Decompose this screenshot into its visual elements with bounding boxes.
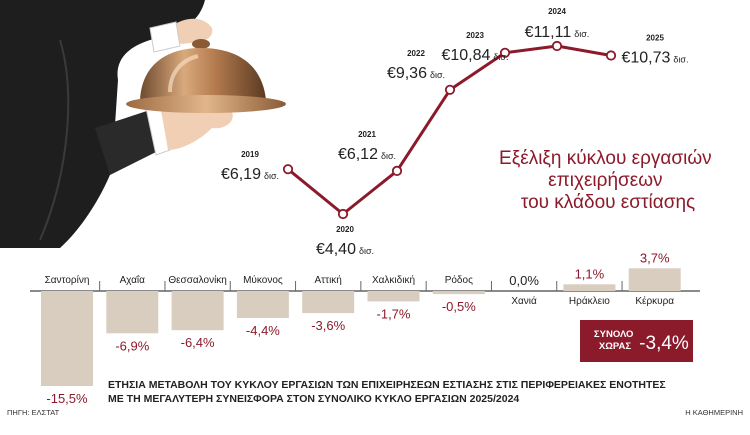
line-year-label-2022: 2022 [407,49,425,58]
bar-category-label: Ηράκλειο [569,295,610,307]
bar-Αχαΐα [106,291,159,334]
bar-Ηράκλειο [563,284,616,291]
serving-tray [126,95,286,113]
line-value-amount: €6,12 [338,146,378,163]
line-value-unit: δισ. [493,52,508,62]
waiter-jacket [0,0,205,248]
cloche-highlight [168,54,199,93]
bar-value-label: 1,1% [575,266,605,281]
waiter-hand-lower [160,101,233,150]
bar-value-label: -6,4% [181,335,215,350]
line-value-label-2023: €10,84 δισ. [441,47,508,64]
line-value-amount: €10,84 [441,47,490,64]
line-value-unit: δισ. [359,246,374,256]
waiter-cloche-illustration [0,0,286,248]
bar-Θεσσαλονίκη [171,291,224,331]
country-total-label-line-2: ΧΩΡΑΣ [599,341,631,352]
line-year-label-2021: 2021 [358,130,376,139]
bar-Μύκονος [236,291,289,318]
waiter-sleeve [95,110,160,175]
line-point-2025 [605,50,617,61]
bar-category-label: Θεσσαλονίκη [168,274,227,286]
line-value-label-2020: €4,40 δισ. [316,241,374,258]
country-total-badge: ΣΥΝΟΛΟ ΧΩΡΑΣ -3,4% [580,320,693,362]
source-note: ΠΗΓΗ: ΕΛΣΤΑΤ [7,408,60,417]
bar-category-label: Μύκονος [243,274,283,286]
bar-Ρόδος [432,291,485,295]
line-point-2022 [444,84,456,95]
line-value-label-2024: €11,11 δισ. [525,24,590,41]
line-year-label-2020: 2020 [336,225,354,234]
waiter-hand-upper [171,18,213,44]
country-total-value: -3,4% [639,333,689,354]
bar-category-label: Ρόδος [445,274,473,286]
line-value-amount: €4,40 [316,241,356,258]
bar-category-label: Σαντορίνη [45,274,90,286]
line-point-2024 [551,40,563,52]
bar-value-label: -4,4% [246,323,280,338]
line-year-label-2024: 2024 [548,7,566,16]
line-year-label-2019: 2019 [241,150,259,159]
bar-value-label: -0,5% [442,299,476,314]
line-value-unit: δισ. [574,29,589,39]
line-chart-title: Εξέλιξη κύκλου εργασιών επιχειρήσεων του… [499,148,717,213]
bar-Κέρκυρα [628,268,681,291]
line-chart-title-line-1: Εξέλιξη κύκλου εργασιών [499,148,712,169]
line-year-label-2025: 2025 [646,34,664,43]
waiter-jacket-fold [39,39,70,241]
line-value-label-2021: €6,12 δισ. [338,146,396,163]
cloche-dome [140,48,266,100]
country-total-label: ΣΥΝΟΛΟ ΧΩΡΑΣ [594,329,636,352]
cloche-handle [192,39,210,49]
country-total-box [580,320,693,362]
line-value-label-2019: €6,19 δισ. [221,166,279,183]
line-value-amount: €11,11 [525,24,572,41]
bar-Σαντορίνη [41,291,93,386]
bar-value-label: -6,9% [115,338,149,353]
line-value-amount: €6,19 [221,166,261,183]
bar-value-label: 3,7% [640,250,670,265]
bar-category-label: Αχαΐα [120,274,145,286]
waiter-upper-cuff [149,21,181,53]
bar-chart-title-line-2: ΜΕ ΤΗ ΜΕΓΑΛΥΤΕΡΗ ΣΥΝΕΙΣΦΟΡΑ ΣΤΟΝ ΣΥΝΟΛΙΚ… [108,393,519,405]
line-point-2023 [499,47,511,58]
bar-chart-title-line-1: ΕΤΗΣΙΑ ΜΕΤΑΒΟΛΗ ΤΟΥ ΚΥΚΛΟΥ ΕΡΓΑΣΙΩΝ ΤΩΝ … [108,379,666,391]
bar-category-label: Αττική [315,274,342,286]
line-value-amount: €9,36 [387,65,427,82]
line-point-2021 [391,165,403,176]
bar-category-label: Χαλκιδική [372,274,415,286]
line-value-label-2022: €9,36 δισ. [387,65,445,82]
line-chart-title-line-3: του κλάδου εστίασης [521,192,695,213]
country-total-label-line-1: ΣΥΝΟΛΟ [594,329,634,340]
bar-Χαλκιδική [367,291,420,302]
line-year-label-2023: 2023 [466,31,484,40]
line-value-amount: €10,73 [621,50,670,67]
line-value-unit: δισ. [430,70,445,80]
bar-value-label: -3,6% [311,318,345,333]
line-point-2020 [337,208,349,220]
line-value-unit: δισ. [264,171,279,181]
bar-value-label: 0,0% [509,273,539,288]
line-chart: 2019€6,19 δισ.2020€4,40 δισ.2021€6,12 δισ.2… [221,7,689,258]
bar-value-label: -1,7% [377,306,411,321]
bar-chart-title: ΕΤΗΣΙΑ ΜΕΤΑΒΟΛΗ ΤΟΥ ΚΥΚΛΟΥ ΕΡΓΑΣΙΩΝ ΤΩΝ … [108,379,669,405]
bar-chart: Σαντορίνη Αχαΐα Θεσσαλονίκη Μύκονος Αττική Χα… [30,250,700,406]
line-point-2019 [282,164,294,175]
bar-Αττική [302,291,355,314]
bar-category-label: Κέρκυρα [635,295,674,307]
line-value-label-2025: €10,73 δισ. [621,50,688,67]
bar-category-label: Χανιά [511,295,537,307]
bar-value-label: -15,5% [46,391,88,406]
publisher-credit: Η ΚΑΘΗΜΕΡΙΝΗ [685,408,743,417]
line-value-unit: δισ. [673,55,688,65]
line-chart-title-line-2: επιχειρήσεων [548,170,662,191]
line-value-unit: δισ. [381,151,396,161]
